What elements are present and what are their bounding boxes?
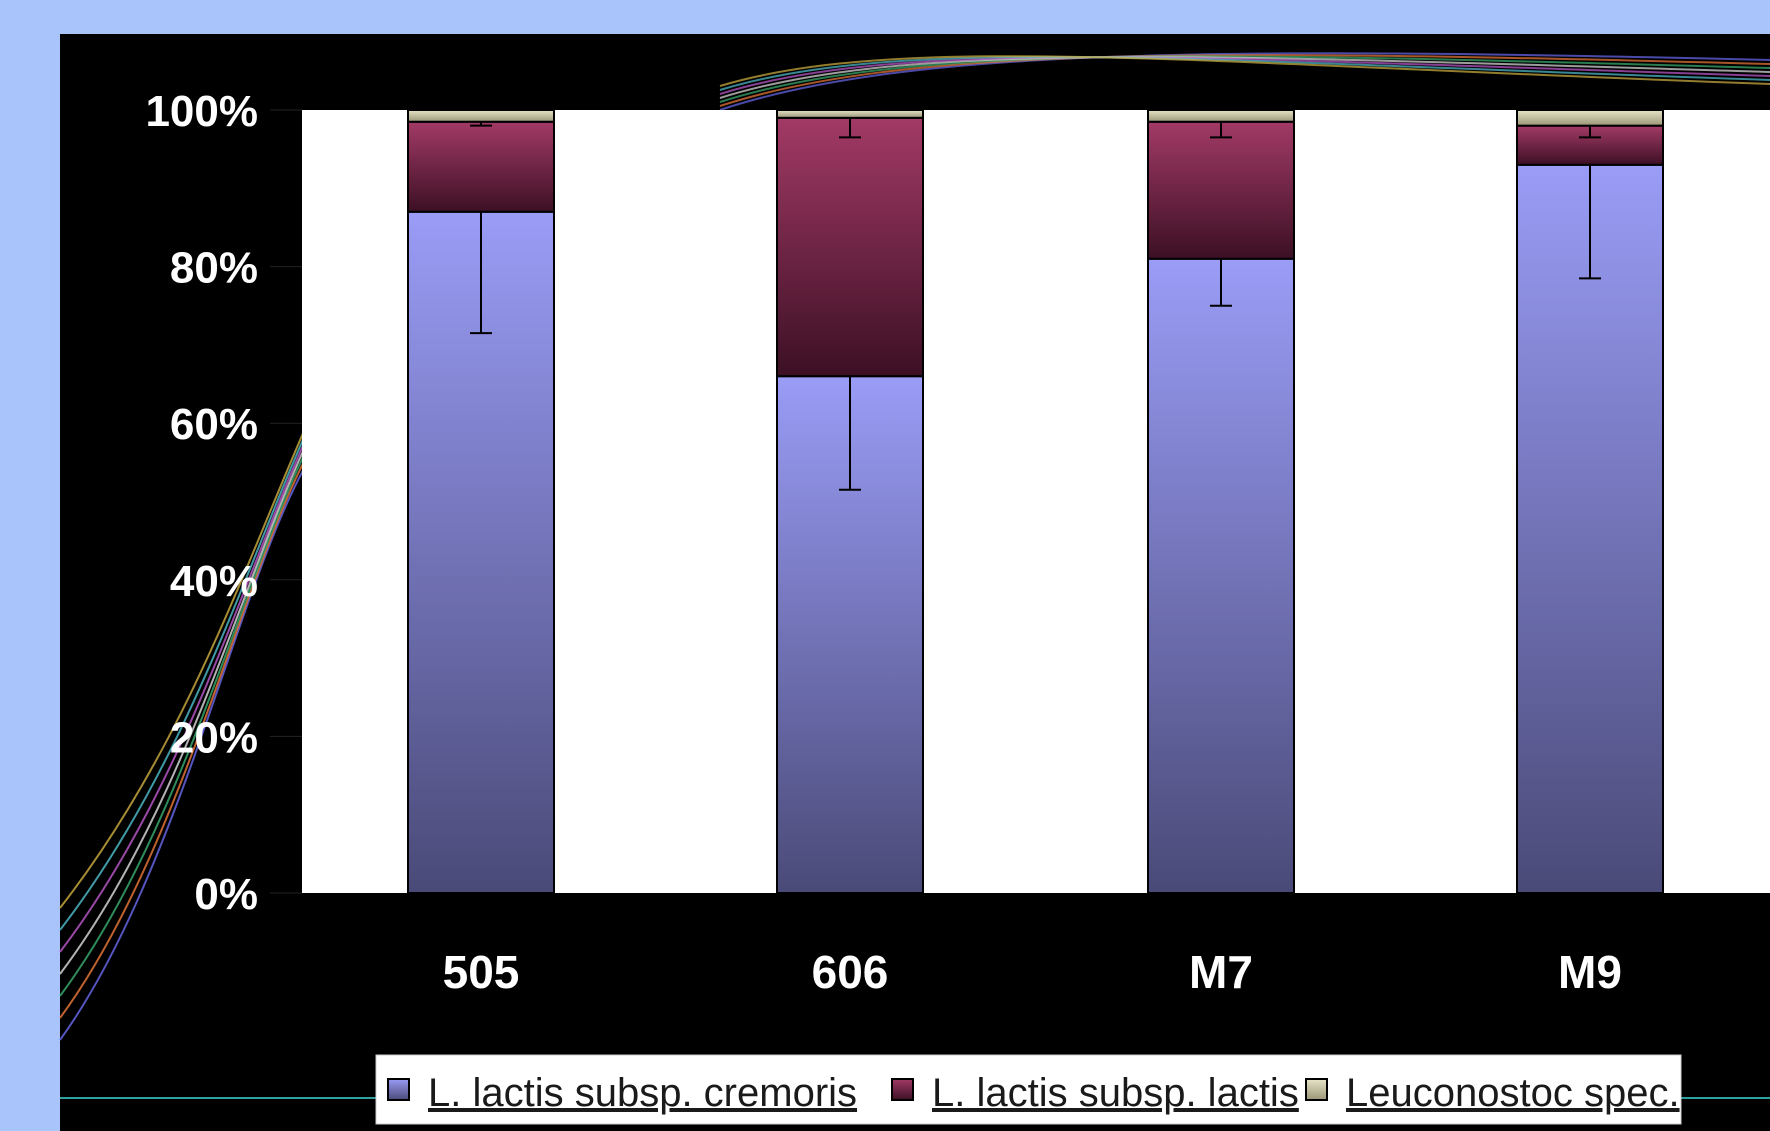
x-axis-labels: 505 606 M7 M9 [443,946,1622,998]
y-tick-label: 100% [145,87,258,136]
bar-M9-series-0 [1516,163,1664,894]
y-tick-label: 80% [170,244,258,293]
legend-swatch-1 [891,1078,914,1101]
error-bar-M9-series-1 [1579,125,1601,139]
bar-505-series-2 [407,109,555,123]
gridlines [270,109,302,894]
error-bar-606-series-0 [839,376,861,491]
legend-swatch-0 [387,1078,410,1101]
bar-606-series-1 [776,116,924,378]
x-category-label: M9 [1558,946,1622,998]
x-category-label: 606 [812,946,889,998]
x-category-label: 505 [443,946,520,998]
legend: L. lactis subsp. cremoris L. lactis subsp… [375,1054,1682,1125]
legend-label-1: L. lactis subsp. lactis [932,1071,1299,1115]
error-bar-505-series-0 [470,211,492,335]
bar-M7-series-1 [1147,120,1295,260]
legend-label-0: L. lactis subsp. cremoris [428,1071,857,1115]
error-bar-M7-series-1 [1210,121,1232,139]
y-tick-label: 20% [170,713,258,762]
bar-606-series-2 [776,109,924,119]
error-bar-606-series-1 [839,117,861,139]
legend-label-2: Leuconostoc spec. [1346,1071,1680,1115]
y-tick-label: 60% [170,400,258,449]
y-axis-ticks: 0% 20% 40% 60% 80% 100% [145,87,258,919]
bar-M9-series-2 [1516,109,1664,127]
x-category-label: M7 [1189,946,1253,998]
error-bar-M9-series-0 [1579,164,1601,280]
bar-M7-series-0 [1147,257,1295,894]
error-bar-505-series-1 [470,121,492,127]
decorative-curve-top [719,55,1770,87]
bar-M7-series-2 [1147,109,1295,123]
legend-box [375,1054,1682,1125]
error-bars [470,117,1601,491]
y-tick-label: 40% [170,557,258,606]
error-bar-M7-series-0 [1210,258,1232,307]
bars [407,109,1664,895]
y-tick-label: 0% [194,870,258,919]
legend-swatch-2 [1305,1078,1328,1101]
decorative-curve-left [59,429,331,1041]
bar-505-series-1 [407,120,555,213]
